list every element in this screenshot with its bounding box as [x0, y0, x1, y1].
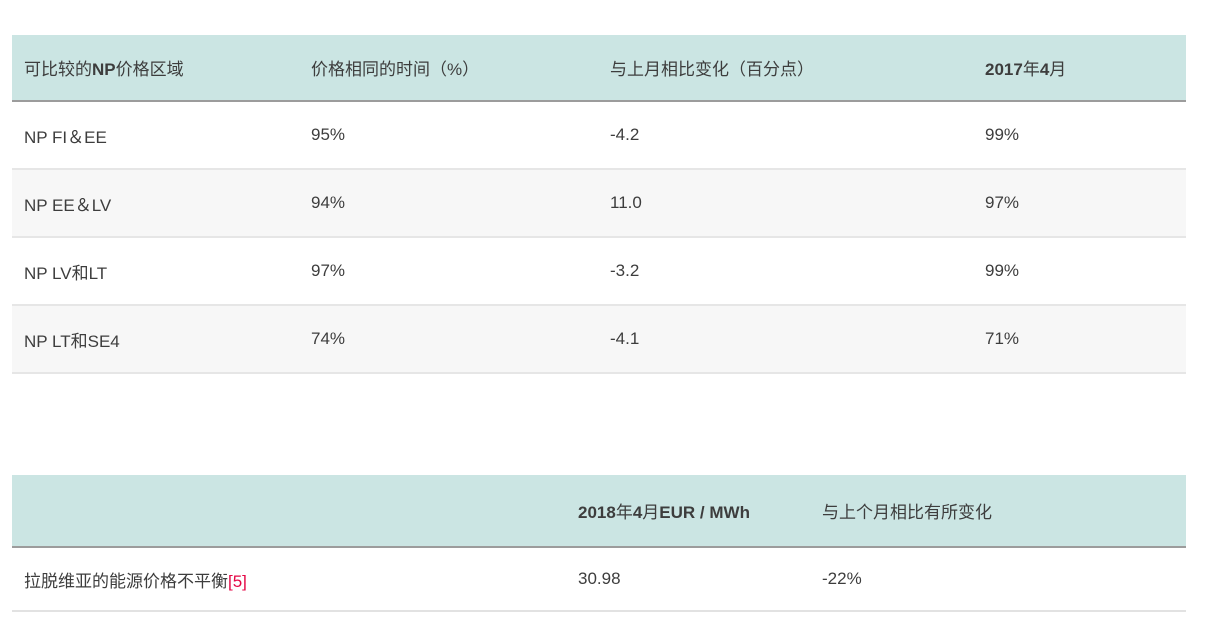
spacer	[12, 374, 1209, 475]
table-row: NP FI＆EE 95% -4.2 99%	[12, 101, 1186, 169]
np-price-areas-table: 可比较的NP价格区域 价格相同的时间（%） 与上月相比变化（百分点） 2017年…	[12, 35, 1186, 374]
header-text: 价格区域	[115, 60, 184, 79]
cell-imbalance-value: 30.98	[578, 569, 621, 588]
header-text: 年	[1022, 60, 1040, 79]
table-row: NP LV和LT 97% -3.2 99%	[12, 237, 1186, 305]
header-text-bold: NP	[92, 60, 116, 79]
cell-same-price-time: 95%	[311, 125, 346, 144]
header-comparable-np-areas: 可比较的NP价格区域	[12, 35, 299, 101]
header-text: 与上个月相比有所变化	[822, 503, 992, 522]
table-row: NP LT和SE4 74% -4.1 71%	[12, 305, 1186, 373]
header-april-2017: 2017年4月	[973, 35, 1186, 101]
cell-area: NP LT和SE4	[24, 331, 120, 351]
cell-area: NP LV和LT	[24, 263, 108, 283]
imbalance-table-header-row: 2018年4月EUR / MWh 与上个月相比有所变化	[12, 475, 1186, 547]
cell-imbalance-change: -22%	[822, 569, 862, 588]
cell-area: NP EE＆LV	[24, 195, 112, 215]
header-text-bold: 4	[1039, 60, 1050, 79]
header-text-bold: EUR / MWh	[659, 503, 750, 522]
header-text: 可比较的	[24, 60, 92, 79]
header-same-price-time: 价格相同的时间（%）	[299, 35, 598, 101]
header-text: 年	[615, 503, 633, 522]
header-april-2018-eur-mwh: 2018年4月EUR / MWh	[566, 475, 810, 547]
header-text-bold: 2018	[578, 503, 616, 522]
cell-apr2017: 99%	[985, 261, 1020, 280]
header-text: 月	[1049, 60, 1067, 79]
footnote-5-link[interactable]: [5]	[228, 571, 247, 591]
cell-change-pp: 11.0	[610, 193, 642, 212]
header-text-bold: 2017	[985, 60, 1023, 79]
cell-same-price-time: 94%	[311, 193, 346, 212]
header-text: 与上月相比变化（百分点）	[610, 60, 814, 79]
cell-area: NP FI＆EE	[24, 127, 107, 147]
table-row: 拉脱维亚的能源价格不平衡[5] 30.98 -22%	[12, 547, 1186, 611]
cell-apr2017: 97%	[985, 193, 1020, 212]
cell-same-price-time: 74%	[311, 329, 346, 348]
header-text: 月	[642, 503, 660, 522]
table-row: NP EE＆LV 94% 11.0 97%	[12, 169, 1186, 237]
cell-imbalance-label: 拉脱维亚的能源价格不平衡[5]	[12, 547, 566, 611]
header-empty	[12, 475, 566, 547]
cell-change-pp: -4.2	[610, 125, 640, 144]
header-change-vs-prev-month: 与上月相比变化（百分点）	[598, 35, 973, 101]
cell-apr2017: 71%	[985, 329, 1020, 348]
header-change-vs-prev-month: 与上个月相比有所变化	[810, 475, 1186, 547]
cell-change-pp: -4.1	[610, 329, 640, 348]
cell-change-pp: -3.2	[610, 261, 640, 280]
header-text: 价格相同的时间（%）	[311, 60, 480, 79]
imbalance-label-text: 拉脱维亚的能源价格不平衡	[24, 571, 228, 591]
cell-apr2017: 99%	[985, 125, 1020, 144]
cell-same-price-time: 97%	[311, 261, 346, 280]
np-table-header-row: 可比较的NP价格区域 价格相同的时间（%） 与上月相比变化（百分点） 2017年…	[12, 35, 1186, 101]
latvia-imbalance-price-table: 2018年4月EUR / MWh 与上个月相比有所变化 拉脱维亚的能源价格不平衡…	[12, 475, 1186, 612]
header-text-bold: 4	[632, 503, 643, 522]
content-area: 可比较的NP价格区域 价格相同的时间（%） 与上月相比变化（百分点） 2017年…	[12, 35, 1209, 612]
